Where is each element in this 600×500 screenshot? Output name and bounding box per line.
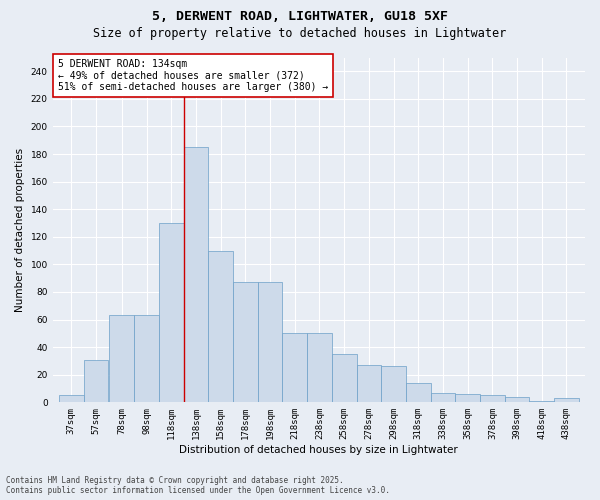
Text: Size of property relative to detached houses in Lightwater: Size of property relative to detached ho… bbox=[94, 28, 506, 40]
Bar bbox=[356, 365, 381, 403]
Bar bbox=[208, 250, 233, 402]
Bar bbox=[431, 392, 455, 402]
Bar bbox=[307, 334, 332, 402]
Bar bbox=[109, 316, 134, 402]
Bar bbox=[257, 282, 283, 403]
Bar bbox=[83, 360, 108, 403]
Text: 5, DERWENT ROAD, LIGHTWATER, GU18 5XF: 5, DERWENT ROAD, LIGHTWATER, GU18 5XF bbox=[152, 10, 448, 23]
Bar bbox=[406, 383, 431, 402]
Bar bbox=[233, 282, 257, 403]
Bar bbox=[455, 394, 480, 402]
Text: Contains HM Land Registry data © Crown copyright and database right 2025.
Contai: Contains HM Land Registry data © Crown c… bbox=[6, 476, 390, 495]
Bar bbox=[505, 397, 529, 402]
Text: 5 DERWENT ROAD: 134sqm
← 49% of detached houses are smaller (372)
51% of semi-de: 5 DERWENT ROAD: 134sqm ← 49% of detached… bbox=[58, 59, 328, 92]
Bar bbox=[554, 398, 579, 402]
Bar bbox=[184, 147, 208, 403]
Bar bbox=[529, 401, 554, 402]
Bar bbox=[283, 334, 307, 402]
Bar bbox=[59, 396, 83, 402]
Bar bbox=[134, 316, 159, 402]
Bar bbox=[159, 223, 184, 402]
X-axis label: Distribution of detached houses by size in Lightwater: Distribution of detached houses by size … bbox=[179, 445, 458, 455]
Bar bbox=[381, 366, 406, 402]
Bar bbox=[332, 354, 356, 403]
Bar bbox=[480, 396, 505, 402]
Y-axis label: Number of detached properties: Number of detached properties bbox=[15, 148, 25, 312]
